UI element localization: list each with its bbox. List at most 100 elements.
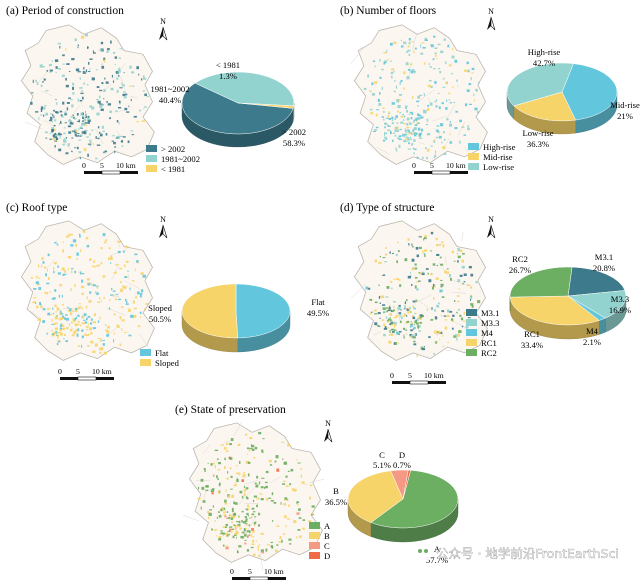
building-footprint [57,339,61,342]
building-footprint [75,243,77,247]
building-footprint [297,529,301,531]
district-line [414,294,431,304]
building-footprint [378,261,382,264]
building-footprint [70,329,73,332]
building-footprint [97,126,100,129]
building-footprint [388,130,390,132]
building-footprint [388,309,391,312]
building-footprint [438,106,441,110]
building-footprint [406,129,410,131]
building-footprint [78,306,81,310]
building-footprint [265,548,268,552]
building-footprint [225,526,228,529]
building-footprint [57,272,61,275]
building-footprint [137,291,140,295]
slice-value: 36.5% [325,497,347,507]
building-footprint [383,118,385,121]
district-line [123,280,141,290]
building-footprint [407,238,410,241]
building-footprint [434,100,437,103]
building-footprint [236,479,239,483]
building-footprint [51,323,55,326]
building-footprint [281,539,283,543]
building-footprint [396,98,400,103]
building-footprint [238,472,241,476]
building-footprint [99,104,103,108]
building-footprint [424,39,428,42]
building-footprint [133,307,137,310]
building-footprint [420,44,422,48]
building-footprint [410,322,413,325]
building-footprint [78,271,81,273]
building-footprint [296,501,300,504]
building-footprint [383,51,387,54]
building-footprint [418,127,421,131]
pie-chart-c [181,283,291,353]
building-footprint [102,130,105,133]
building-footprint [66,63,70,65]
building-footprint [210,489,215,492]
building-footprint [40,84,43,86]
pie-labels-b: High-rise 42.7% Mid-rise 21% Low-rise 36… [522,47,639,149]
district-line [182,514,200,522]
building-footprint [216,458,219,460]
building-footprint [121,328,123,331]
building-footprint [222,526,226,528]
pie-chart-b [506,62,618,135]
building-footprint [74,332,77,334]
building-footprint [424,254,426,257]
building-footprint [434,285,436,288]
building-footprint [285,475,288,478]
building-footprint [445,61,447,65]
slice-value: 33.4% [521,340,543,350]
building-footprint [235,465,238,467]
building-footprint [54,289,57,292]
building-footprint [451,327,454,330]
building-footprint [384,122,387,125]
building-footprint [53,115,55,119]
building-footprint [396,122,399,124]
building-footprint [75,316,78,320]
building-footprint [99,103,103,105]
district-line [428,97,431,105]
building-footprint [442,146,446,149]
building-footprint [118,74,120,77]
building-footprint [239,490,243,494]
building-footprint [57,309,59,312]
building-footprint [225,532,228,535]
district-line [418,142,425,145]
map-c [20,220,155,361]
building-footprint [110,87,114,91]
building-footprint [108,307,111,310]
slice-value: 16.9% [609,305,631,315]
building-footprint [410,143,414,146]
building-footprint [79,135,82,137]
building-footprint [92,264,94,267]
building-footprint [268,497,272,499]
building-footprint [396,260,398,264]
building-footprint [284,499,288,501]
building-footprint [404,136,408,138]
building-footprint [204,469,206,473]
scale-label-end: 10 km [424,371,444,380]
building-footprint [440,123,444,127]
building-footprint [399,320,402,324]
building-footprint [82,70,87,74]
building-footprint [461,265,465,269]
building-footprint [293,488,297,492]
building-footprint [62,143,65,146]
building-footprint [238,545,242,548]
building-footprint [63,273,67,275]
building-footprint [88,133,91,136]
district-line [245,480,258,485]
building-footprint [85,305,88,309]
building-footprint [445,99,448,102]
building-footprint [94,291,97,294]
building-footprint [391,310,395,313]
building-footprint [78,119,81,123]
building-footprint [408,243,410,246]
building-footprint [69,308,72,312]
building-footprint [299,535,302,538]
building-footprint [207,462,209,465]
